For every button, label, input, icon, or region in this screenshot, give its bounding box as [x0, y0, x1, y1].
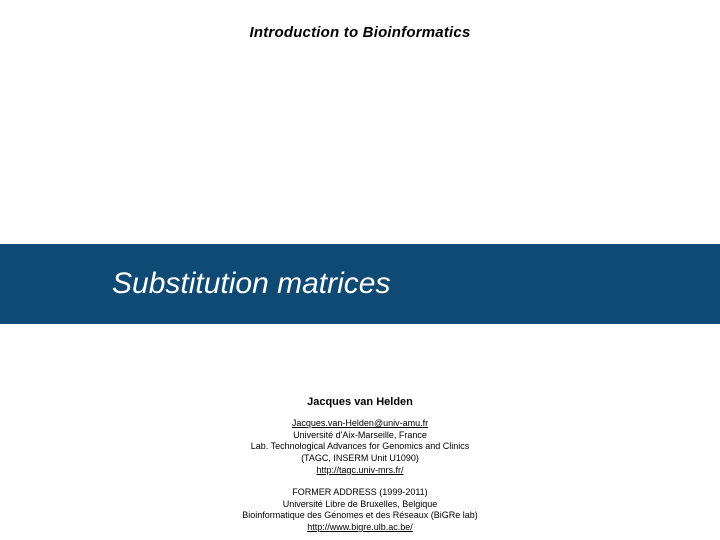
affiliation-block: Jacques.van-Helden@univ-amu.fr Universit…	[0, 418, 720, 476]
former-url: http://www.bigre.ulb.ac.be/	[307, 522, 413, 532]
affiliation-lab: Lab. Technological Advances for Genomics…	[0, 441, 720, 453]
author-name: Jacques van Helden	[0, 396, 720, 408]
slide: Introduction to Bioinformatics Substitut…	[0, 0, 720, 540]
title-band: Substitution matrices	[0, 244, 720, 324]
course-title: Introduction to Bioinformatics	[0, 24, 720, 41]
former-heading: FORMER ADDRESS (1999-2011)	[0, 487, 720, 499]
affiliation-university: Université d'Aix-Marseille, France	[0, 430, 720, 442]
former-university: Université Libre de Bruxelles, Belgique	[0, 499, 720, 511]
former-address-block: FORMER ADDRESS (1999-2011) Université Li…	[0, 487, 720, 534]
affiliation-url: http://tagc.univ-mrs.fr/	[316, 465, 403, 475]
affiliation-unit: (TAGC, INSERM Unit U1090)	[0, 453, 720, 465]
main-title: Substitution matrices	[112, 267, 390, 301]
former-lab: Bioinformatique des Génomes et des Résea…	[0, 510, 720, 522]
author-email: Jacques.van-Helden@univ-amu.fr	[292, 418, 428, 428]
